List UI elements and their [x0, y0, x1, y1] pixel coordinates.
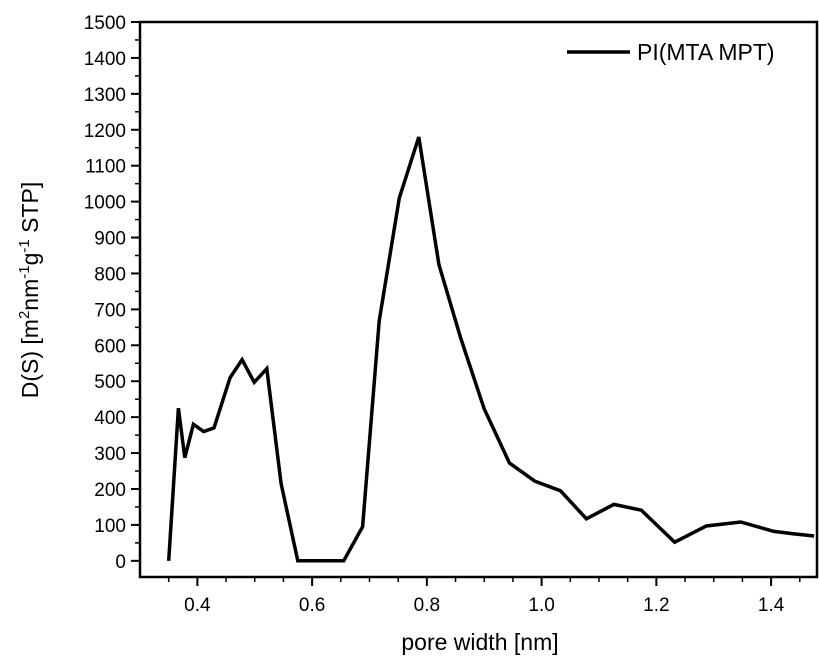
series-line: [166, 136, 815, 563]
y-tick-label: 1400: [84, 49, 126, 70]
y-axis-title: D(S) [m2nm-1g-1 STP]: [16, 182, 43, 399]
y-tick-label: 1500: [84, 13, 126, 34]
y-tick-label: 800: [94, 264, 126, 285]
legend: PI(MTA MPT): [567, 39, 775, 65]
x-axis-title: pore width [nm]: [401, 629, 558, 655]
legend-label: PI(MTA MPT): [637, 39, 775, 65]
y-tick-label: 1200: [84, 121, 126, 142]
y-title-part: 2: [16, 311, 33, 319]
y-tick-label: 700: [94, 300, 126, 321]
plot-frame: [138, 20, 819, 579]
y-title-part: g: [17, 253, 43, 266]
x-tick-label: 0.4: [184, 595, 211, 616]
y-tick-label: 400: [94, 408, 126, 429]
x-tick-label: 0.6: [299, 595, 325, 616]
y-tick-label: 500: [94, 372, 126, 393]
axis-ticks: [131, 21, 801, 586]
y-tick-label: 0: [115, 552, 126, 573]
y-tick-label: 1100: [85, 157, 126, 178]
y-tick-label: 1000: [84, 193, 126, 214]
y-tick-label: 200: [94, 480, 126, 501]
y-tick-label: 1300: [84, 85, 126, 106]
x-tick-label: 1.0: [528, 595, 554, 616]
x-tick-label: 0.8: [414, 595, 440, 616]
y-title-part: STP]: [17, 182, 43, 240]
y-tick-label: 100: [94, 516, 126, 537]
series-layer: [166, 136, 815, 563]
y-title-part: -1: [16, 239, 33, 252]
y-tick-label: 300: [94, 444, 126, 465]
tick-labels: 0.4 0.6 0.8 1.0 1.2 1.4 0 100 200 300 400 500 600 700…: [84, 13, 785, 616]
y-tick-label: 600: [94, 336, 126, 357]
y-title-part: D(S) [m: [17, 319, 43, 398]
y-title-part: -1: [16, 265, 33, 278]
y-title-part: nm: [17, 279, 43, 311]
x-tick-label: 1.4: [758, 595, 785, 616]
y-tick-label: 900: [94, 229, 126, 250]
x-tick-label: 1.2: [643, 595, 669, 616]
